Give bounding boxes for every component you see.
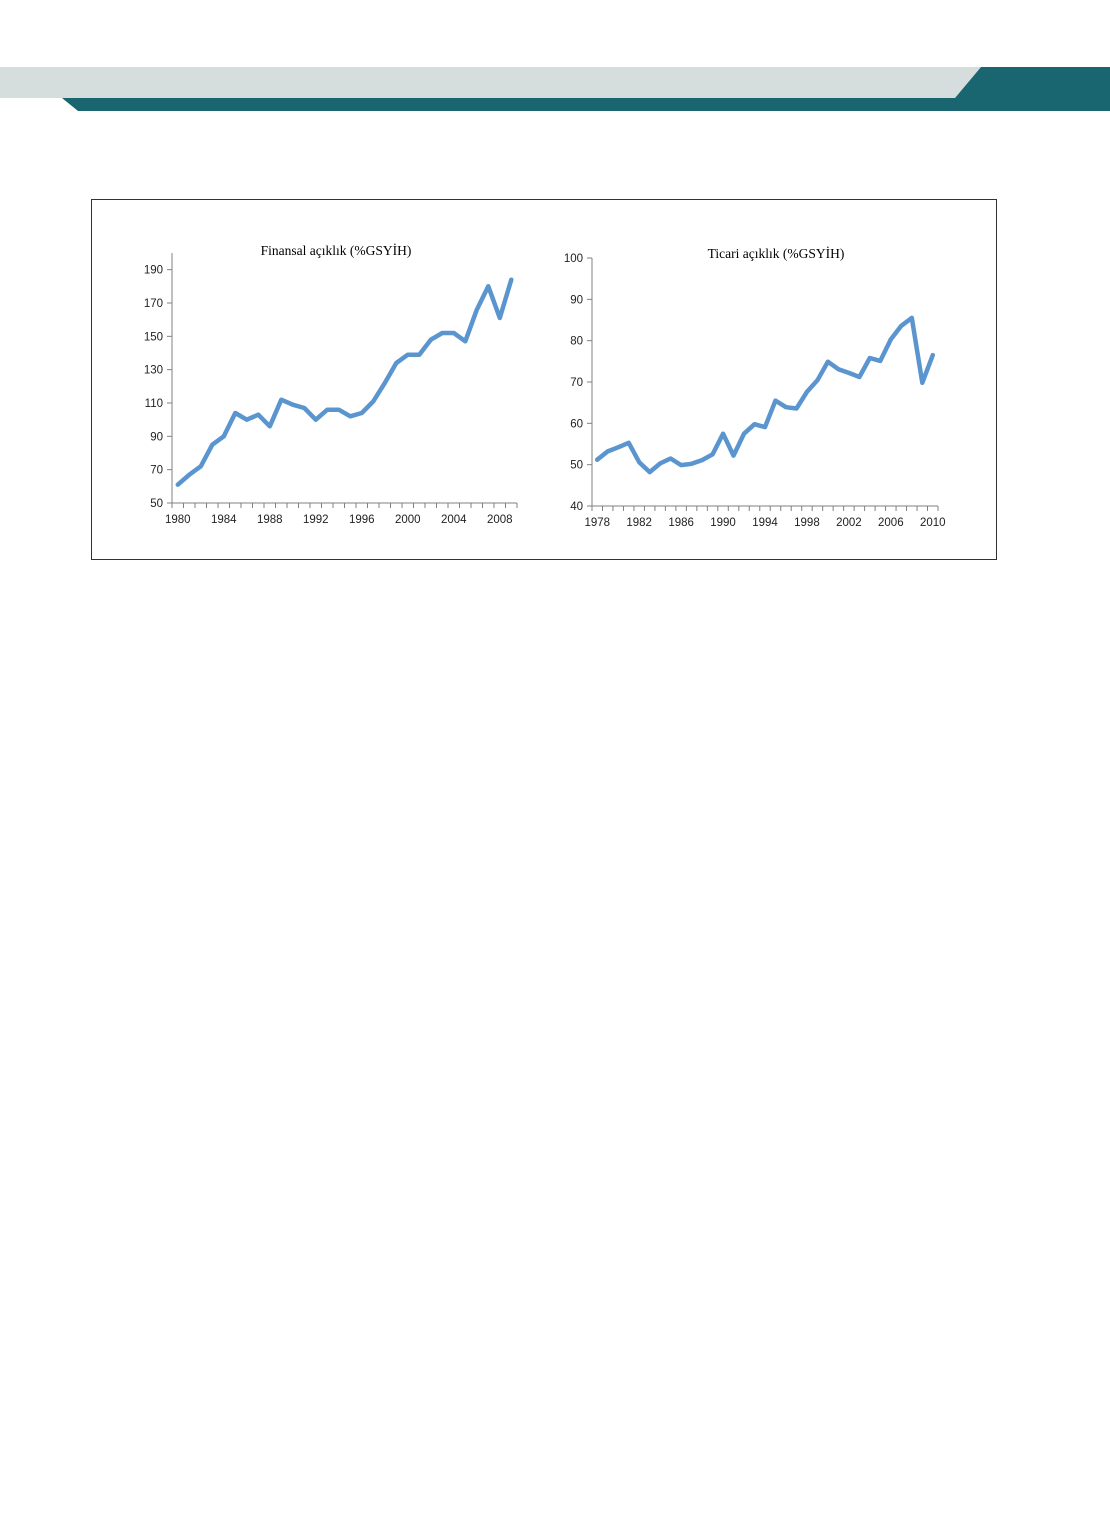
x-tick-label: 1986	[668, 517, 694, 529]
series-line	[594, 315, 936, 475]
y-tick-label: 50	[150, 498, 163, 510]
x-tick-label: 1996	[349, 514, 375, 526]
header-light-band	[0, 67, 981, 98]
y-tick-label: 40	[570, 501, 583, 513]
x-tick-label: 1992	[303, 514, 329, 526]
y-tick-label: 50	[570, 460, 583, 472]
x-tick-label: 2006	[878, 517, 904, 529]
y-tick-label: 70	[570, 377, 583, 389]
x-tick-label: 1998	[794, 517, 820, 529]
y-tick-label: 70	[150, 465, 163, 477]
chart-financial-openness: Finansal açıklık (%GSYİH) 50 70 90 110 130 15…	[144, 243, 518, 526]
x-tick-label: 1988	[257, 514, 283, 526]
y-tick-label: 150	[144, 331, 163, 343]
y-tick-label: 110	[145, 398, 163, 410]
x-tick-label: 2002	[836, 517, 862, 529]
chart-title: Ticari açıklık (%GSYİH)	[708, 246, 845, 261]
x-tick-label: 1984	[211, 514, 237, 526]
series-line	[175, 277, 514, 487]
chart-trade-openness: Ticari açıklık (%GSYİH) 40 50 60 70 80 90 100 1…	[564, 246, 946, 529]
header-dark-corner	[950, 67, 1110, 111]
y-tick-label: 90	[150, 431, 163, 443]
y-tick-label: 170	[144, 298, 163, 310]
y-tick-label: 130	[144, 365, 163, 377]
chart-title: Finansal açıklık (%GSYİH)	[261, 243, 412, 258]
y-tick-label: 80	[570, 336, 583, 348]
y-tick-label: 100	[564, 253, 583, 265]
x-tick-label: 1982	[626, 517, 652, 529]
header-band	[0, 67, 1110, 111]
y-tick-label: 60	[570, 418, 583, 430]
y-tick-label: 90	[570, 294, 583, 306]
x-tick-label: 1980	[165, 514, 191, 526]
x-tick-label: 1994	[752, 517, 778, 529]
x-tick-label: 1978	[584, 517, 610, 529]
x-tick-label: 2008	[487, 514, 513, 526]
x-tick-label: 2004	[441, 514, 467, 526]
y-tick-label: 190	[144, 265, 163, 277]
figure-svg: Finansal açıklık (%GSYİH) 50 70 90 110 130 15…	[144, 243, 946, 529]
figure-frame: Finansal açıklık (%GSYİH) 50 70 90 110 130 15…	[91, 199, 997, 560]
header-dark-stripe	[62, 98, 1110, 111]
x-tick-label: 1990	[710, 517, 736, 529]
x-tick-label: 2000	[395, 514, 421, 526]
x-tick-label: 2010	[920, 517, 946, 529]
